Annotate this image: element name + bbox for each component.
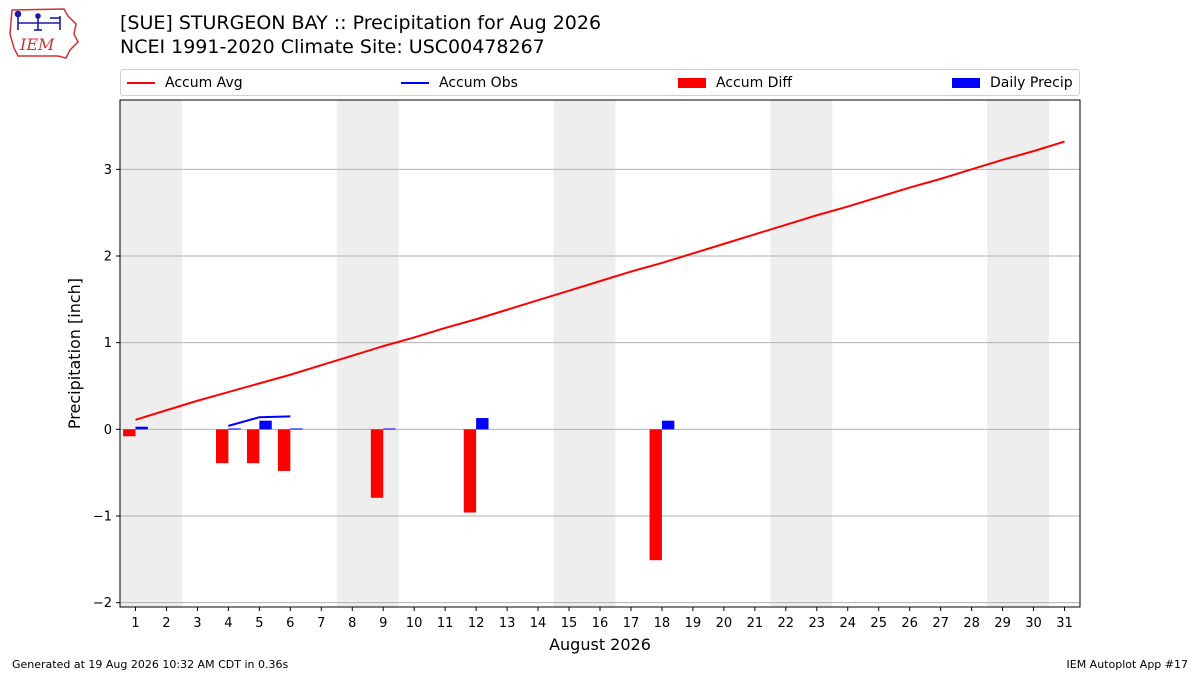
generated-timestamp: Generated at 19 Aug 2026 10:32 AM CDT in…	[12, 658, 289, 671]
y-tick-label: −2	[93, 596, 112, 611]
weekend-shade	[987, 100, 1050, 607]
x-tick-label: 26	[901, 616, 918, 631]
daily-precip-bar	[383, 428, 396, 430]
y-tick-label: 3	[104, 163, 112, 178]
accum-diff-bar	[277, 429, 291, 471]
plot-frame	[119, 99, 1081, 608]
x-tick-label: 10	[406, 616, 423, 631]
accum-avg-line	[135, 140, 1065, 421]
x-tick-label: 5	[255, 616, 263, 631]
x-tick-label: 21	[747, 616, 764, 631]
y-tick-label: −1	[93, 510, 112, 525]
x-tick-label: 24	[839, 616, 856, 631]
x-tick-label: 23	[809, 616, 826, 631]
weekend-shade	[336, 100, 399, 607]
x-tick-label: 15	[561, 616, 578, 631]
weekend-shade	[120, 100, 182, 607]
legend-item-accum-diff: Accum Diff	[678, 70, 792, 95]
x-tick-label: 25	[870, 616, 887, 631]
legend-swatch-daily-precip	[952, 77, 980, 88]
accum-obs-line	[228, 415, 291, 427]
x-tick-label: 9	[379, 616, 387, 631]
x-tick-label: 7	[317, 616, 325, 631]
legend-label: Daily Precip	[990, 74, 1073, 91]
bars-layer	[123, 418, 675, 561]
legend-swatch-accum-obs	[401, 81, 429, 84]
x-tick-label: 12	[468, 616, 485, 631]
x-tick-label: 19	[685, 616, 702, 631]
x-axis-label: August 2026	[549, 635, 651, 654]
x-tick-label: 28	[963, 616, 980, 631]
x-tick-label: 30	[1025, 616, 1042, 631]
accum-diff-bar	[246, 429, 260, 464]
legend-label: Accum Avg	[165, 74, 243, 91]
x-tick-label: 16	[592, 616, 609, 631]
x-tick-label: 20	[716, 616, 733, 631]
x-tick-label: 6	[286, 616, 294, 631]
accum-diff-bar	[649, 429, 662, 561]
legend-swatch-accum-avg	[127, 81, 155, 84]
legend-label: Accum Diff	[716, 74, 793, 91]
y-tick-label: 0	[104, 423, 112, 438]
weekend-shade	[770, 100, 833, 607]
x-tick-label: 13	[499, 616, 516, 631]
x-tick-label: 11	[437, 616, 454, 631]
chart-subtitle: NCEI 1991-2020 Climate Site: USC00478267	[120, 36, 545, 58]
accum-diff-bar	[370, 429, 384, 498]
chart-legend: Accum Avg Accum Obs Accum Diff Daily Pre…	[120, 69, 1080, 96]
y-axis-label: Precipitation [inch]	[65, 278, 84, 429]
x-tick-label: 14	[530, 616, 547, 631]
legend-label: Accum Obs	[439, 74, 518, 91]
iowa-state-outline	[9, 8, 79, 59]
y-tick-label: 1	[104, 336, 112, 351]
app-credit: IEM Autoplot App #17	[1066, 658, 1189, 671]
accum-diff-bar	[463, 429, 477, 513]
daily-precip-bar	[661, 420, 675, 430]
accum-diff-bar	[123, 429, 136, 437]
legend-swatch-accum-diff	[678, 77, 706, 88]
y-tick-label: 2	[104, 250, 112, 265]
x-tick-label: 31	[1056, 616, 1073, 631]
weekend-shade	[553, 100, 616, 607]
daily-precip-bar	[290, 428, 303, 430]
gridlines-layer	[120, 168, 1080, 604]
logo-text: IEM	[19, 35, 55, 54]
legend-item-daily-precip: Daily Precip	[952, 70, 1073, 95]
daily-precip-bar	[476, 418, 489, 430]
iem-logo: IEM	[9, 8, 79, 59]
daily-precip-bar	[228, 428, 241, 430]
x-tick-label: 3	[193, 616, 201, 631]
x-tick-label: 17	[623, 616, 640, 631]
x-tick-label: 1	[131, 616, 139, 631]
x-tick-label: 29	[994, 616, 1011, 631]
daily-precip-bar	[259, 420, 272, 430]
legend-item-accum-avg: Accum Avg	[127, 70, 243, 95]
x-tick-label: 22	[778, 616, 795, 631]
chart-title: [SUE] STURGEON BAY :: Precipitation for …	[120, 12, 602, 34]
x-tick-label: 18	[654, 616, 671, 631]
weather-station-icon	[14, 10, 61, 31]
daily-precip-bar	[135, 426, 148, 430]
legend-item-accum-obs: Accum Obs	[401, 70, 518, 95]
x-tick-label: 8	[348, 616, 356, 631]
x-tick-label: 4	[224, 616, 232, 631]
weekend-shading-layer	[120, 100, 1050, 607]
x-tick-label: 2	[162, 616, 170, 631]
lines-layer	[135, 140, 1065, 427]
x-tick-label: 27	[932, 616, 949, 631]
accum-diff-bar	[216, 429, 229, 464]
